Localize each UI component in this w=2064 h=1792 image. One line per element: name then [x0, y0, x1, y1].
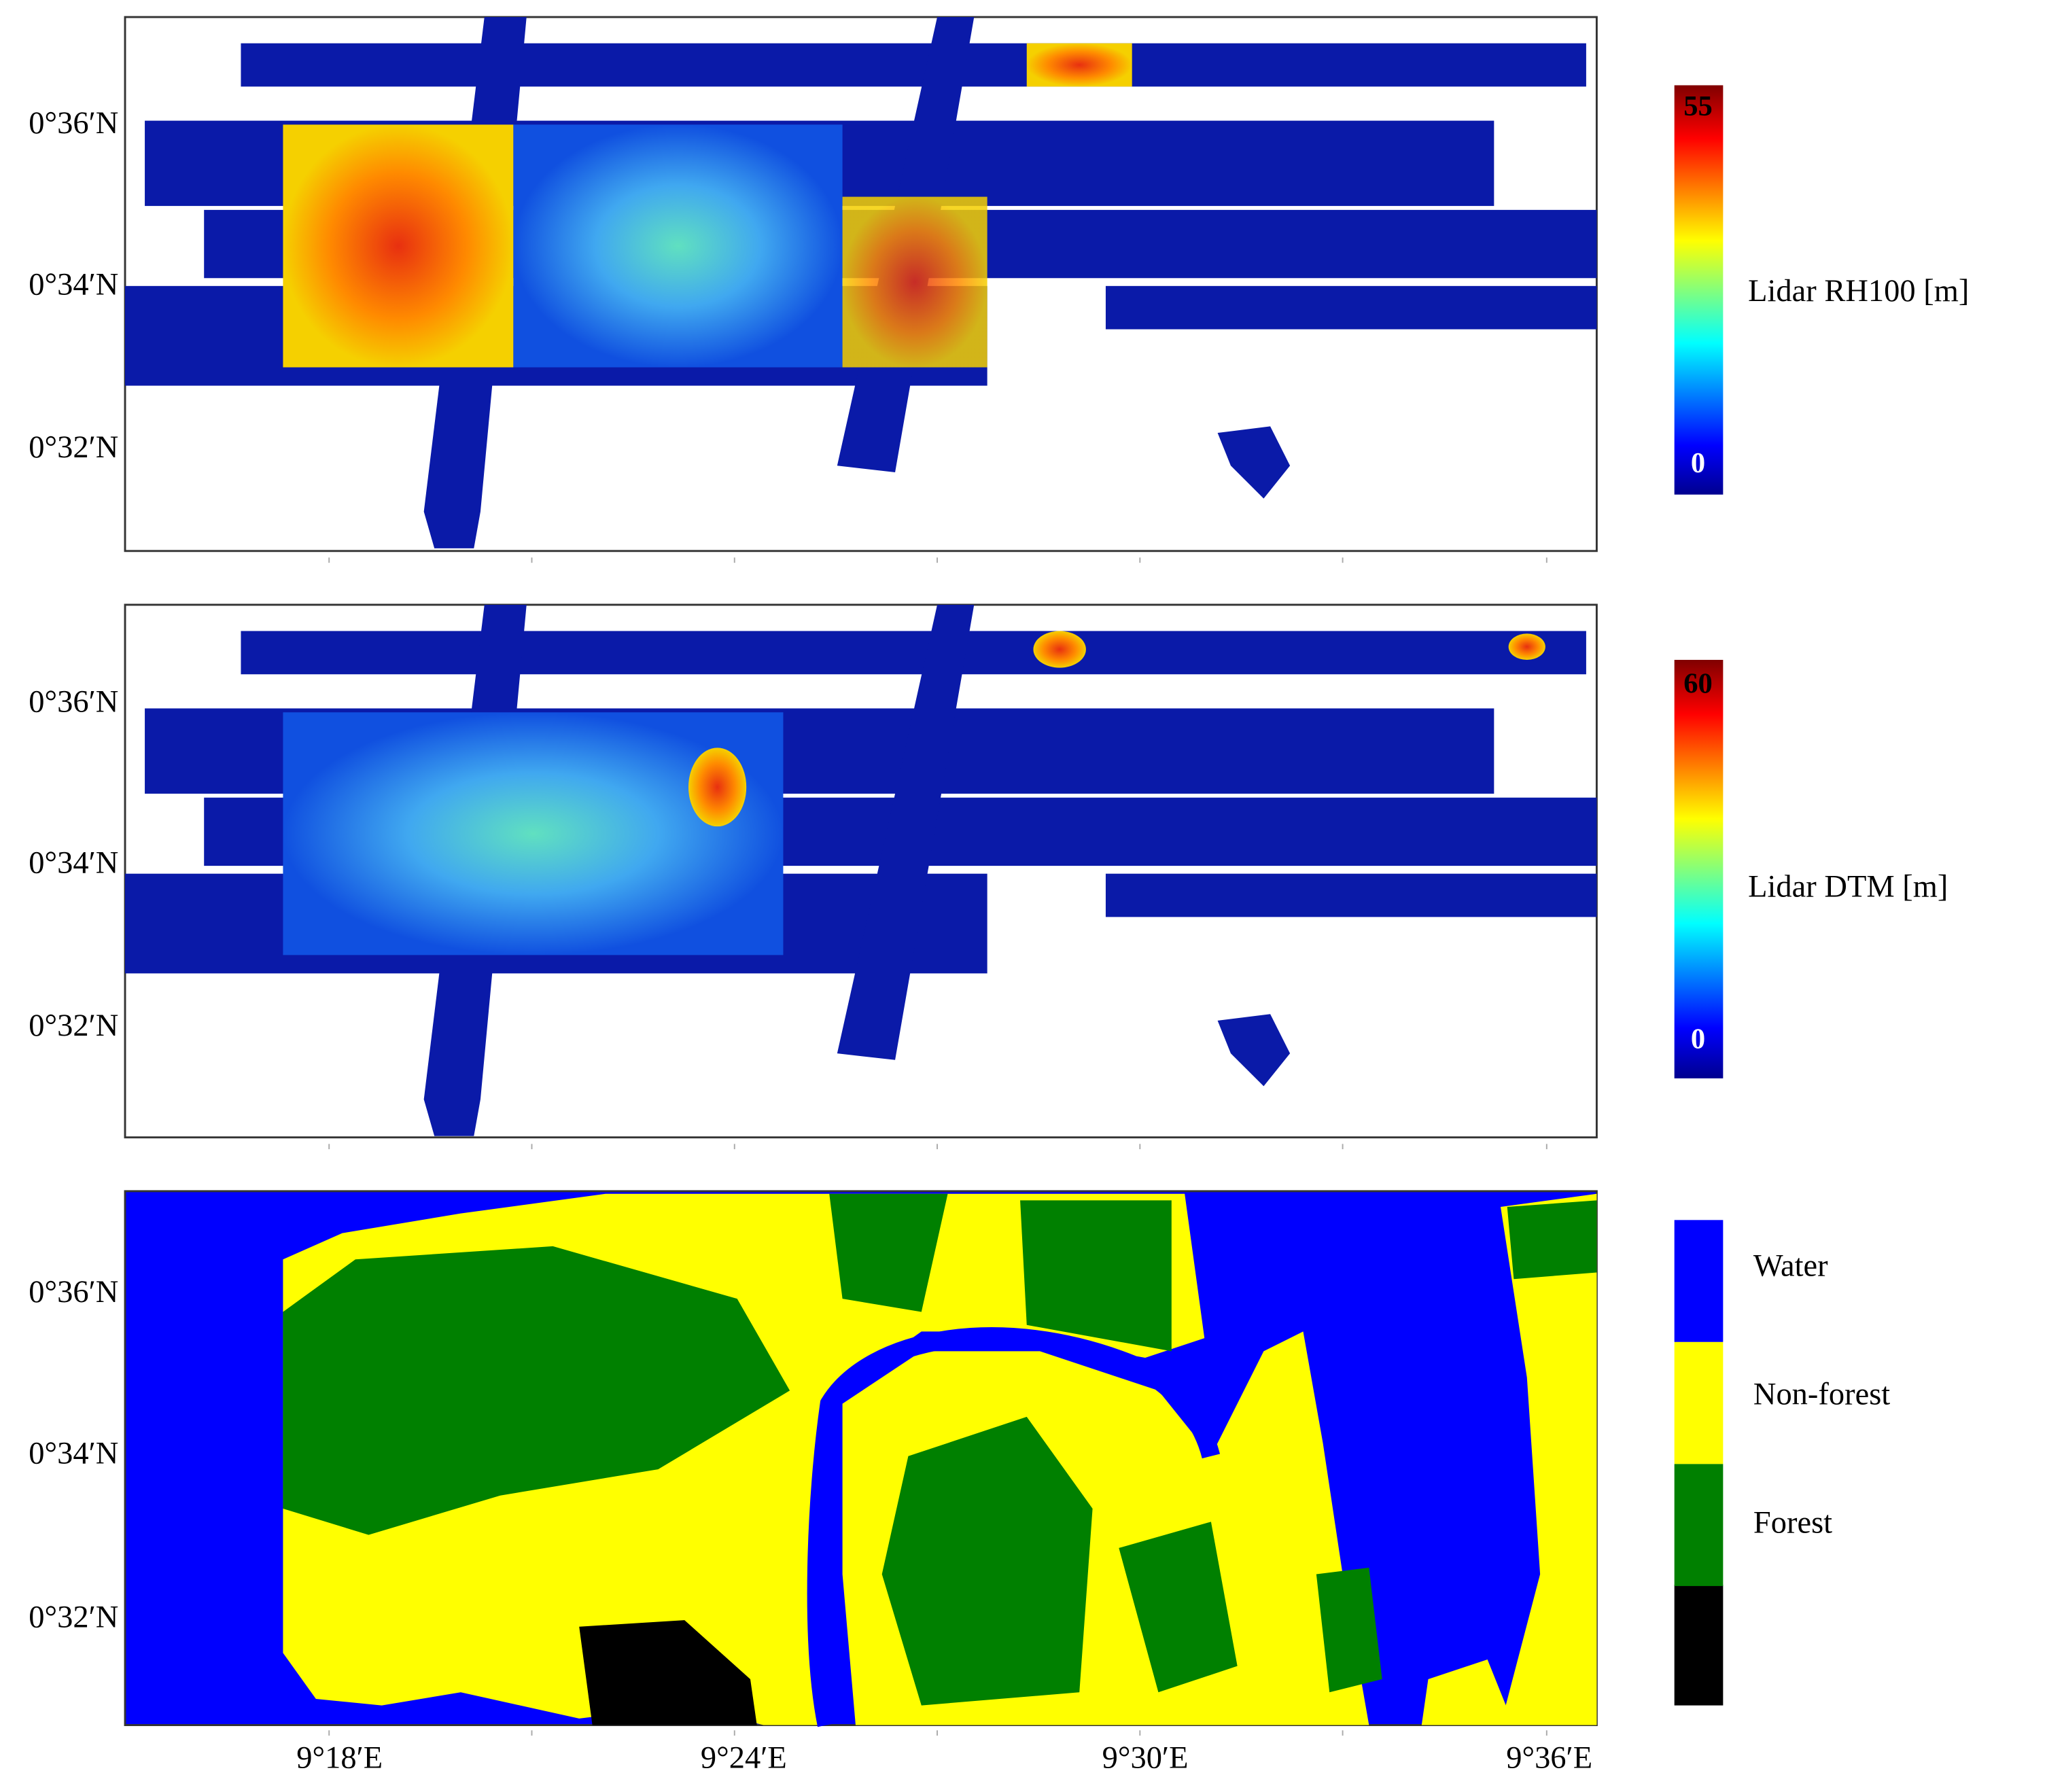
land [1421, 1659, 1514, 1725]
colorbar-min: 0 [1691, 1023, 1705, 1055]
lat-label: 0°32′N [29, 430, 118, 465]
terrain-high [688, 748, 747, 827]
canopy [842, 196, 987, 368]
lon-label: 9°30′E [1102, 1740, 1189, 1775]
canopy [1026, 43, 1132, 87]
lat-label: 0°34′N [29, 846, 118, 881]
colorbar-label: Lidar DTM [m] [1748, 870, 1948, 904]
terrain [283, 712, 784, 955]
lat-label: 0°32′N [29, 1600, 118, 1635]
colorbar-max: 55 [1683, 90, 1713, 122]
legend-swatch [1674, 1584, 1724, 1706]
colorbar [1674, 85, 1724, 495]
lat-label: 0°36′N [29, 1275, 118, 1310]
colorbar-min: 0 [1691, 447, 1705, 479]
x-ticks [328, 1730, 1547, 1736]
no-data [579, 1620, 757, 1725]
lon-label: 9°24′E [701, 1740, 787, 1775]
legend-label: Water [1753, 1248, 1828, 1283]
land [1501, 1193, 1597, 1725]
colorbar-max: 60 [1683, 667, 1713, 699]
x-ticks [328, 557, 1547, 563]
canopy [513, 124, 843, 368]
landcover-map [124, 1190, 1598, 1727]
lat-label: 0°36′N [29, 106, 118, 141]
legend-swatch [1674, 1341, 1724, 1464]
river [807, 1327, 1221, 1727]
colorbar-label: Lidar RH100 [m] [1748, 274, 1969, 309]
lat-label: 0°36′N [29, 684, 118, 719]
x-ticks [328, 1144, 1547, 1150]
lat-label: 0°34′N [29, 267, 118, 302]
tall-canopy [283, 124, 514, 368]
lon-label: 9°18′E [296, 1740, 383, 1775]
terrain-high [1033, 631, 1086, 668]
forest [283, 1193, 1597, 1706]
rh100-map [124, 16, 1598, 552]
colorbar [1674, 660, 1724, 1078]
legend-label: Forest [1753, 1506, 1832, 1541]
lon-label: 9°36′E [1506, 1740, 1592, 1775]
lat-label: 0°32′N [29, 1008, 118, 1043]
dtm-map [124, 603, 1598, 1139]
lat-label: 0°34′N [29, 1436, 118, 1471]
legend-swatch [1674, 1220, 1724, 1342]
legend-label: Non-forest [1753, 1377, 1890, 1412]
legend-swatch [1674, 1464, 1724, 1586]
terrain-high [1508, 633, 1545, 661]
